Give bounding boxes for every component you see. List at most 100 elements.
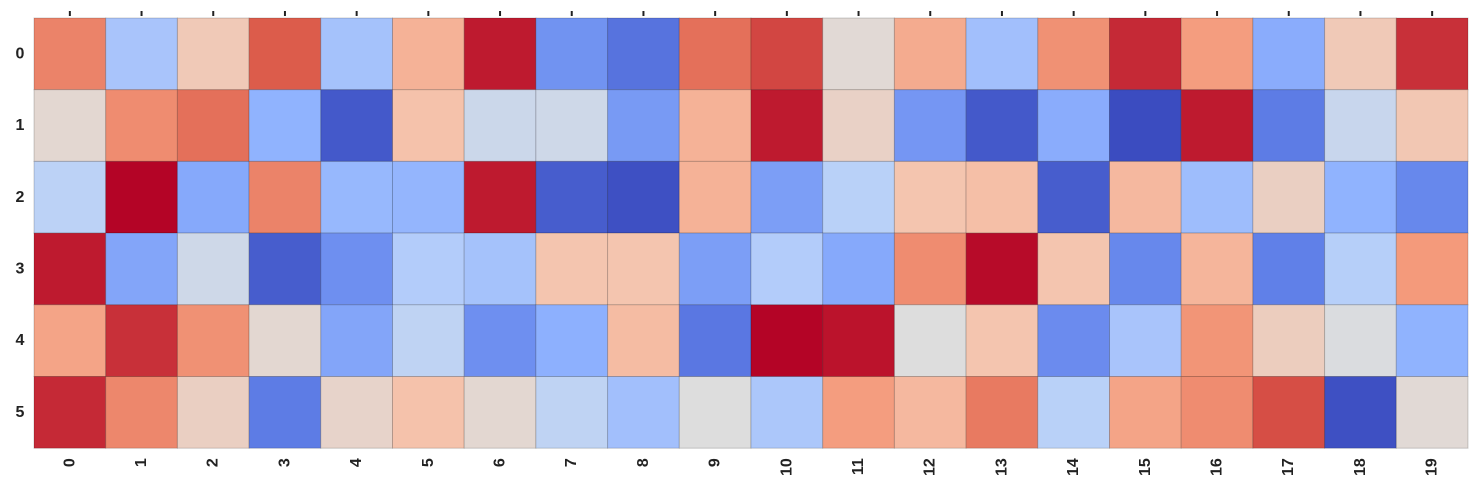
y-tick-label-1: 1 [16,117,25,134]
heatmap-cell-r4-c10 [750,304,824,377]
heatmap-cell-r1-c5 [392,89,465,162]
heatmap-cell-r4-c7 [535,304,609,377]
heatmap-cell-r5-c2 [176,376,250,449]
heatmap-cell-r3-c3 [248,232,322,306]
heatmap-cell-r2-c2 [176,160,250,234]
heatmap-cell-r2-c10 [750,160,824,234]
heatmap-cell-r3-c11 [822,232,895,306]
heatmap-cell-r3-c0 [33,232,107,306]
heatmap-cell-r1-c19 [1395,89,1469,162]
heatmap-cell-r5-c15 [1109,376,1182,449]
heatmap-cell-r5-c19 [1395,376,1469,449]
heatmap-cell-r0-c2 [176,17,250,91]
heatmap-cell-r5-c7 [535,376,609,449]
heatmap-cell-r4-c14 [1037,304,1111,377]
heatmap-cell-r0-c9 [678,17,752,91]
heatmap-cell-r2-c4 [320,160,393,234]
heatmap-cell-r2-c18 [1324,160,1397,234]
heatmap-cell-r2-c0 [33,160,107,234]
heatmap-cell-r1-c18 [1324,89,1397,162]
x-tick-label-8: 8 [635,458,652,467]
heatmap-cell-r1-c12 [893,89,967,162]
heatmap-cell-r3-c5 [392,232,465,306]
heatmap-cell-r5-c16 [1180,376,1254,449]
heatmap-cell-r0-c13 [965,17,1039,91]
heatmap-cell-r5-c13 [965,376,1039,449]
x-tick-label-13: 13 [993,458,1010,476]
heatmap-cell-r3-c8 [607,232,680,306]
heatmap-cell-r4-c15 [1109,304,1182,377]
heatmap-cell-r5-c11 [822,376,895,449]
heatmap-cell-r3-c13 [965,232,1039,306]
heatmap-cell-r5-c0 [33,376,107,449]
heatmap-cell-r1-c16 [1180,89,1254,162]
heatmap-cell-r3-c9 [678,232,752,306]
heatmap-cell-r4-c16 [1180,304,1254,377]
heatmap-cell-r1-c7 [535,89,609,162]
heatmap-cell-r0-c18 [1324,17,1397,91]
heatmap-cell-r4-c2 [176,304,250,377]
heatmap-cell-r4-c3 [248,304,322,377]
heatmap-cell-r0-c19 [1395,17,1469,91]
heatmap-cell-r0-c15 [1109,17,1182,91]
heatmap-cell-r4-c18 [1324,304,1397,377]
heatmap-cell-r4-c4 [320,304,393,377]
heatmap-cell-r2-c1 [105,160,178,234]
x-tick-label-10: 10 [778,458,795,476]
heatmap-cell-r3-c16 [1180,232,1254,306]
heatmap-cell-r5-c8 [607,376,680,449]
x-axis-ticks: 0 1 2 3 4 5 6 7 8 9 10 11 12 13 14 15 16 17 18 19 [61,11,1441,476]
heatmap-cell-r5-c18 [1324,376,1397,449]
heatmap-cell-r4-c19 [1395,304,1469,377]
heatmap-cell-r4-c0 [33,304,107,377]
heatmap-cell-r3-c2 [176,232,250,306]
heatmap-cell-r3-c19 [1395,232,1469,306]
heatmap-cell-r0-c3 [248,17,322,91]
heatmap-cell-r1-c6 [463,89,537,162]
heatmap-cell-r5-c1 [105,376,178,449]
heatmap-cell-r2-c19 [1395,160,1469,234]
heatmap-cell-r3-c18 [1324,232,1397,306]
heatmap-cell-r0-c14 [1037,17,1111,91]
heatmap-cell-r0-c1 [105,17,178,91]
heatmap-cell-r5-c10 [750,376,824,449]
heatmap-cell-r1-c3 [248,89,322,162]
x-tick-label-3: 3 [276,458,293,467]
y-tick-label-5: 5 [16,404,25,421]
heatmap-cell-r3-c12 [893,232,967,306]
x-tick-label-11: 11 [850,458,867,475]
x-tick-label-5: 5 [420,458,437,467]
heatmap-cell-r1-c2 [176,89,250,162]
heatmap-cell-r2-c13 [965,160,1039,234]
heatmap-cell-r4-c1 [105,304,178,377]
heatmap-cell-r2-c14 [1037,160,1111,234]
heatmap-cell-r3-c6 [463,232,537,306]
heatmap-cell-r4-c6 [463,304,537,377]
x-tick-label-16: 16 [1209,458,1226,476]
x-tick-label-18: 18 [1352,458,1369,476]
heatmap-cell-r3-c15 [1109,232,1182,306]
heatmap-cell-r0-c16 [1180,17,1254,91]
heatmap-cell-r0-c11 [822,17,895,91]
heatmap-cell-r2-c6 [463,160,537,234]
heatmap-cell-r5-c14 [1037,376,1111,449]
heatmap-cell-r0-c0 [33,17,107,91]
heatmap-cells [33,17,1469,449]
heatmap-cell-r2-c5 [392,160,465,234]
heatmap-cell-r1-c9 [678,89,752,162]
heatmap-cell-r5-c12 [893,376,967,449]
heatmap-cell-r1-c10 [750,89,824,162]
heatmap-cell-r0-c17 [1252,17,1326,91]
heatmap-cell-r1-c13 [965,89,1039,162]
heatmap-cell-r1-c11 [822,89,895,162]
heatmap-cell-r1-c17 [1252,89,1326,162]
heatmap-cell-r1-c0 [33,89,107,162]
heatmap-cell-r3-c4 [320,232,393,306]
heatmap-cell-r5-c4 [320,376,393,449]
heatmap-cell-r1-c8 [607,89,680,162]
heatmap-cell-r3-c14 [1037,232,1111,306]
heatmap-cell-r4-c13 [965,304,1039,377]
y-tick-label-4: 4 [16,332,25,349]
heatmap-cell-r4-c8 [607,304,680,377]
